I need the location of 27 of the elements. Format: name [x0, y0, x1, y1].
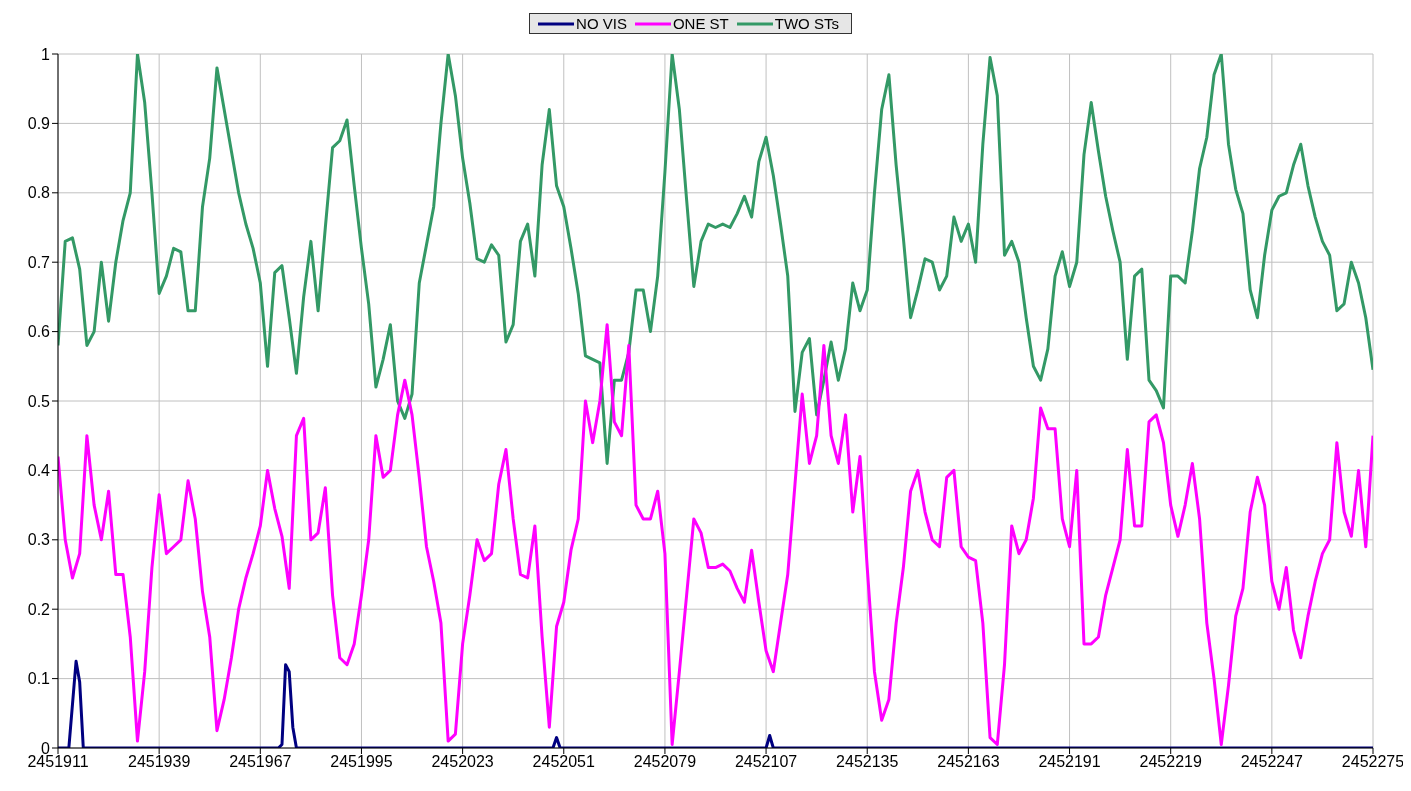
- x-tick-label: 2452275: [1341, 753, 1405, 771]
- y-tick-label: 0.8: [27, 184, 51, 202]
- x-tick-label: 2451967: [229, 753, 292, 771]
- x-tick-label: 2452107: [734, 753, 798, 771]
- legend-label: TWO STs: [774, 15, 839, 32]
- x-tick-label: 2452051: [532, 753, 596, 771]
- y-tick-label: 0.2: [27, 600, 51, 618]
- legend-label: ONE ST: [672, 15, 729, 32]
- x-tick-label: 2452247: [1240, 753, 1304, 771]
- x-tick-label: 2451911: [27, 753, 89, 771]
- y-tick-label: 0.7: [27, 253, 51, 271]
- x-tick-label: 2452163: [937, 753, 1000, 771]
- y-tick-label: 1: [41, 45, 51, 63]
- y-tick-label: 0.1: [27, 670, 51, 688]
- x-tick-label: 2452191: [1038, 753, 1101, 771]
- legend-label: NO VIS: [576, 15, 627, 32]
- y-tick-label: 0.4: [27, 462, 51, 480]
- x-tick-label: 2451995: [330, 753, 393, 771]
- x-tick-label: 2452079: [633, 753, 697, 771]
- x-tick-label: 2451939: [128, 753, 191, 771]
- y-tick-label: 0.6: [27, 323, 51, 341]
- y-tick-label: 0.9: [27, 115, 51, 133]
- x-tick-label: 2452219: [1139, 753, 1202, 771]
- y-tick-label: 0.3: [27, 531, 51, 549]
- x-tick-label: 2452135: [836, 753, 899, 771]
- x-tick-label: 2452023: [431, 753, 494, 771]
- y-tick-label: 0.5: [27, 392, 51, 410]
